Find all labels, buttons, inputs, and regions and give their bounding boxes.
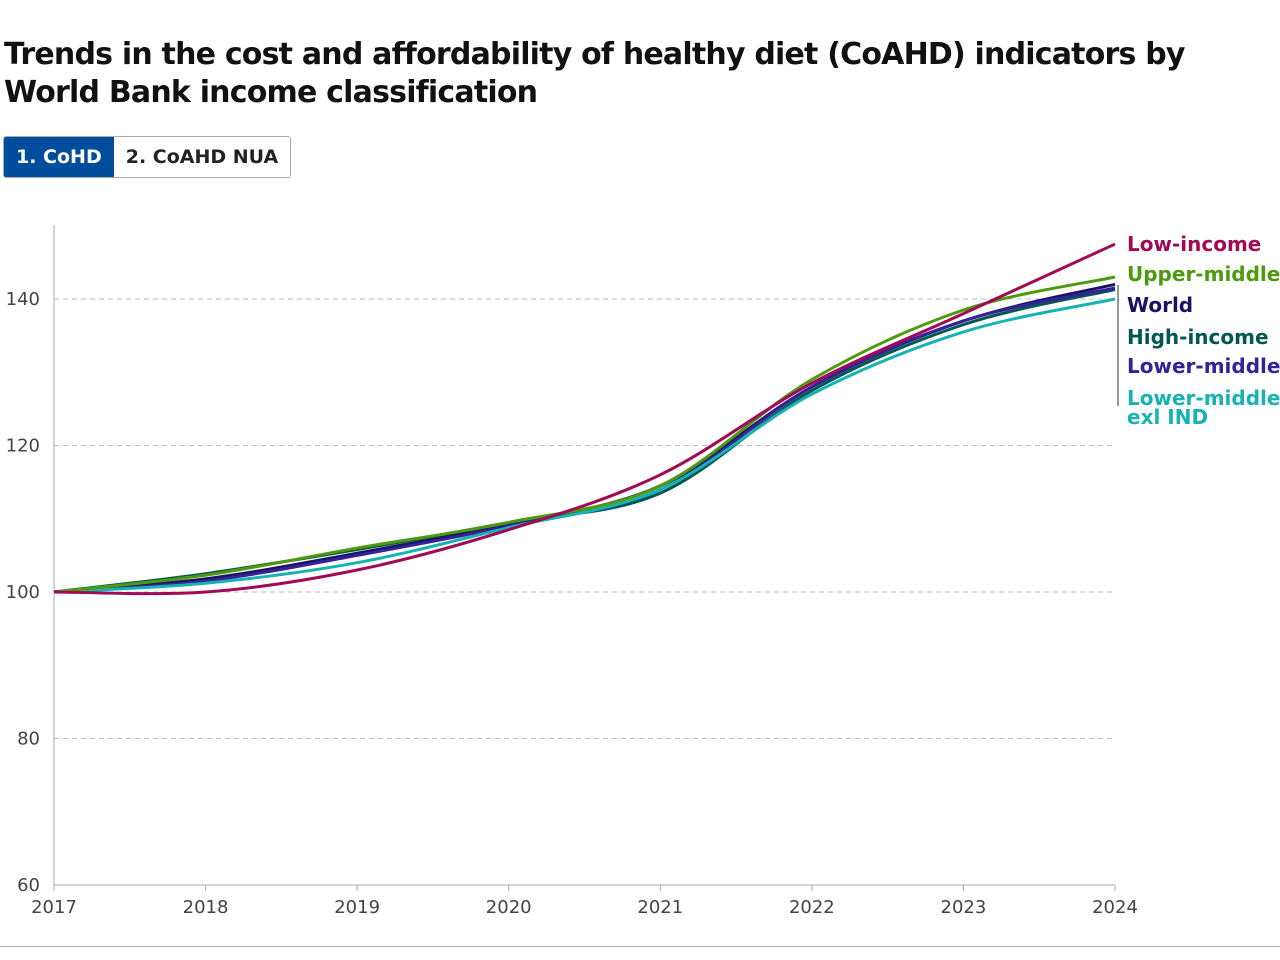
x-tick-label: 2022 bbox=[789, 897, 835, 918]
series-label: Low-income bbox=[1127, 232, 1261, 256]
series-line-lower-middle-exl-ind bbox=[53, 297, 1116, 594]
x-tick-label: 2020 bbox=[486, 897, 532, 918]
series-line-low-income bbox=[53, 242, 1116, 596]
y-tick-label: 120 bbox=[6, 436, 40, 457]
series-label: Lower-middle bbox=[1127, 354, 1280, 378]
series-label: Upper-middle bbox=[1127, 262, 1280, 286]
series-label: High-income bbox=[1127, 325, 1269, 349]
tab-cohd[interactable]: 1. CoHD bbox=[4, 137, 114, 177]
x-tick-label: 2019 bbox=[334, 897, 380, 918]
series-label-line: Lower-middle bbox=[1127, 386, 1280, 410]
series-line-upper-middle bbox=[53, 275, 1116, 594]
divider bbox=[0, 946, 1280, 947]
series-label-line: exl IND bbox=[1127, 405, 1208, 429]
series-label: World bbox=[1127, 293, 1193, 317]
y-tick-label: 80 bbox=[17, 729, 40, 750]
series-label-line: World bbox=[1127, 293, 1193, 317]
x-tick-label: 2024 bbox=[1092, 897, 1138, 918]
x-tick-label: 2017 bbox=[31, 897, 77, 918]
x-tick-label: 2018 bbox=[183, 897, 229, 918]
y-tick-label: 140 bbox=[6, 289, 40, 310]
series-line-world bbox=[53, 282, 1116, 594]
tab-coahd-nua[interactable]: 2. CoAHD NUA bbox=[113, 137, 291, 177]
series-label-line: Upper-middle bbox=[1127, 262, 1280, 286]
series-label-line: Lower-middle bbox=[1127, 354, 1280, 378]
chart-title: Trends in the cost and affordability of … bbox=[4, 37, 1185, 110]
series-label-line: High-income bbox=[1127, 325, 1269, 349]
tab-bar: 1. CoHD 2. CoAHD NUA bbox=[3, 136, 292, 178]
x-tick-label: 2023 bbox=[941, 897, 987, 918]
series-label-line: Low-income bbox=[1127, 232, 1261, 256]
y-tick-label: 100 bbox=[6, 582, 40, 603]
series-label: Lower-middle exl IND bbox=[1127, 386, 1280, 429]
y-tick-label: 60 bbox=[17, 875, 40, 896]
x-tick-label: 2021 bbox=[637, 897, 683, 918]
